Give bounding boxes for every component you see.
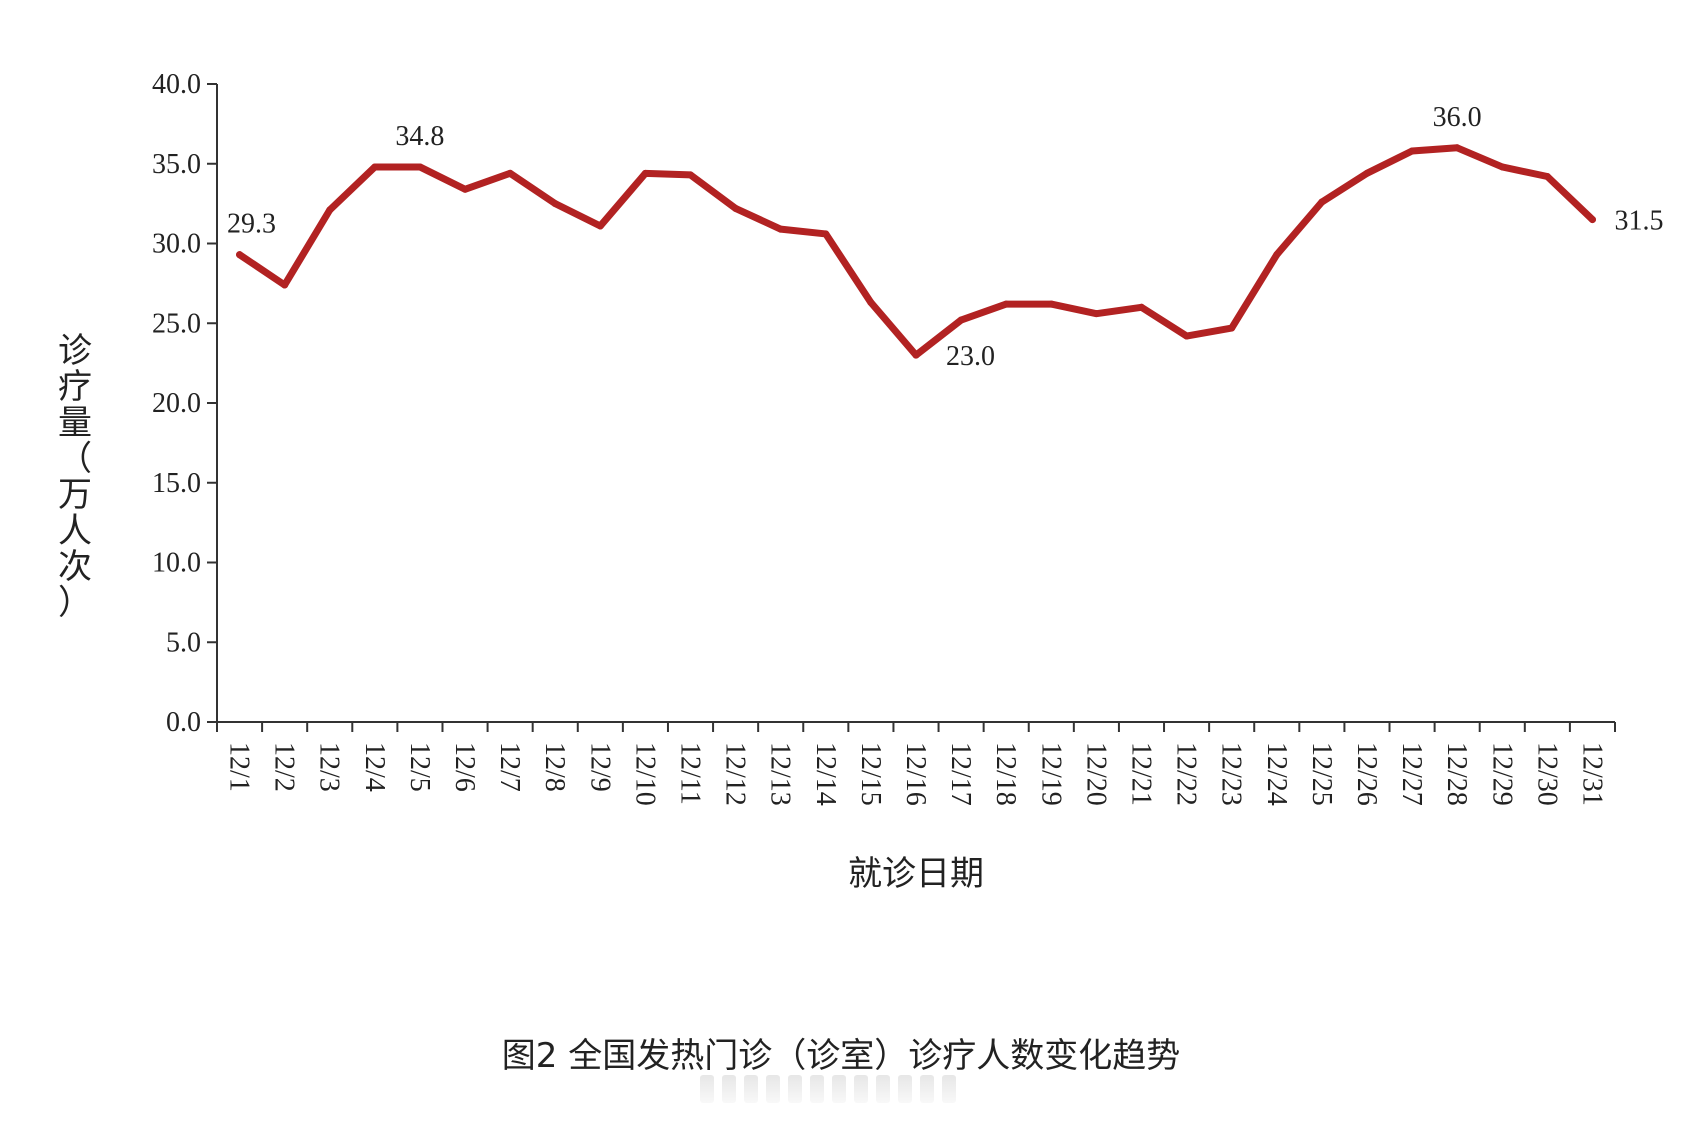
x-tick-label: 12/19: [1035, 742, 1066, 806]
data-point: [551, 200, 559, 208]
x-tick-label: 12/3: [314, 742, 345, 792]
y-tick-label: 5.0: [166, 627, 201, 658]
y-tick-label: 35.0: [152, 149, 201, 180]
series-line: [236, 144, 1596, 359]
data-label: 31.5: [1614, 206, 1663, 237]
data-point: [1137, 303, 1145, 311]
x-tick-label: 12/8: [539, 742, 570, 792]
x-axis-title: 就诊日期: [848, 854, 984, 894]
y-axis-title-char: 万: [58, 475, 92, 515]
data-point: [1498, 163, 1506, 171]
series-group: [236, 144, 1596, 359]
data-label: 34.8: [395, 121, 444, 152]
data-point: [1047, 300, 1055, 308]
x-tick-label: 12/30: [1531, 742, 1562, 806]
x-tick-label: 12/21: [1125, 742, 1156, 806]
x-tick-label: 12/17: [945, 742, 976, 806]
x-tick-label: 12/13: [765, 742, 796, 806]
data-point: [1453, 144, 1461, 152]
y-axis-title-char: （: [58, 439, 92, 479]
x-tick-label: 12/10: [629, 742, 660, 806]
x-tick-label: 12/27: [1396, 742, 1427, 806]
watermark: [700, 1075, 1000, 1105]
x-tick-label: 12/15: [855, 742, 886, 806]
y-axis-title-char: 诊: [58, 331, 92, 371]
data-labels: 29.3 34.8 23.0 36.0 31.5: [227, 102, 1663, 372]
x-axis-ticks: 12/1 12/2 12/3 12/4 12/5 12/6 12/7 12/8 12/9 12/1…: [216, 722, 1616, 806]
data-point: [822, 230, 830, 238]
x-tick-label: 12/2: [269, 742, 300, 792]
data-point: [1183, 332, 1191, 340]
y-axis-ticks: 0.0 5.0 10.0 15.0 20.0 25.0 30.0 35.0 40.0: [152, 69, 217, 738]
data-point: [326, 206, 334, 214]
figure-caption: 图2 全国发热门诊（诊室）诊疗人数变化趋势: [501, 1036, 1181, 1076]
x-tick-label: 12/20: [1080, 742, 1111, 806]
x-tick-label: 12/24: [1261, 742, 1292, 806]
y-tick-label: 10.0: [152, 548, 201, 579]
chart-canvas: 0.05.010.015.020.025.030.035.040.0 12/1 1…: [58, 69, 1663, 894]
data-point: [1273, 251, 1281, 259]
axes: [216, 84, 1615, 723]
x-tick-label: 12/23: [1216, 742, 1247, 806]
x-tick-label: 12/7: [494, 742, 525, 792]
y-axis-title: 诊疗量（万人次）: [58, 331, 92, 623]
data-point: [236, 251, 244, 259]
x-tick-label: 12/29: [1486, 742, 1517, 806]
y-tick-label: 25.0: [152, 308, 201, 339]
x-tick-label: 12/18: [990, 742, 1021, 806]
data-label: 29.3: [227, 209, 276, 240]
x-tick-label: 12/28: [1441, 742, 1472, 806]
data-point: [777, 225, 785, 233]
data-point: [1318, 198, 1326, 206]
x-tick-label: 12/5: [404, 742, 435, 792]
x-tick-label: 12/1: [224, 742, 255, 792]
x-tick-label: 12/16: [900, 742, 931, 806]
data-point: [732, 204, 740, 212]
x-tick-label: 12/26: [1351, 742, 1382, 806]
y-axis-title-char: 人: [58, 511, 92, 551]
x-tick-label: 12/14: [810, 742, 841, 806]
data-point: [596, 222, 604, 230]
data-point: [416, 163, 424, 171]
y-axis-title-char: ）: [58, 583, 92, 623]
x-tick-label: 12/31: [1576, 742, 1607, 806]
y-tick-label: 40.0: [152, 69, 201, 100]
data-point: [687, 171, 695, 179]
data-point: [461, 185, 469, 193]
x-tick-label: 12/12: [720, 742, 751, 806]
data-point: [1228, 324, 1236, 332]
data-point: [912, 351, 920, 359]
y-axis-title-char: 疗: [58, 367, 92, 407]
data-point: [1588, 216, 1596, 224]
data-point: [281, 281, 289, 289]
data-point: [1363, 169, 1371, 177]
x-tick-label: 12/9: [584, 742, 615, 792]
y-tick-label: 30.0: [152, 229, 201, 260]
x-tick-label: 12/25: [1306, 742, 1337, 806]
y-tick-label: 0.0: [166, 707, 201, 738]
x-tick-label: 12/6: [449, 742, 480, 792]
x-tick-label: 12/11: [675, 742, 706, 805]
data-point: [867, 299, 875, 307]
data-point: [1002, 300, 1010, 308]
data-point: [1543, 173, 1551, 181]
data-point: [506, 169, 514, 177]
data-point: [641, 169, 649, 177]
data-label: 23.0: [946, 341, 995, 372]
data-point: [1092, 310, 1100, 318]
x-tick-label: 12/22: [1171, 742, 1202, 806]
y-tick-label: 15.0: [152, 468, 201, 499]
x-tick-label: 12/4: [359, 742, 390, 792]
data-point: [1408, 147, 1416, 155]
data-point: [957, 316, 965, 324]
y-axis-title-char: 次: [58, 547, 92, 587]
y-tick-label: 20.0: [152, 388, 201, 419]
y-axis-title-char: 量: [58, 403, 92, 443]
data-point: [371, 163, 379, 171]
data-label: 36.0: [1433, 102, 1482, 133]
